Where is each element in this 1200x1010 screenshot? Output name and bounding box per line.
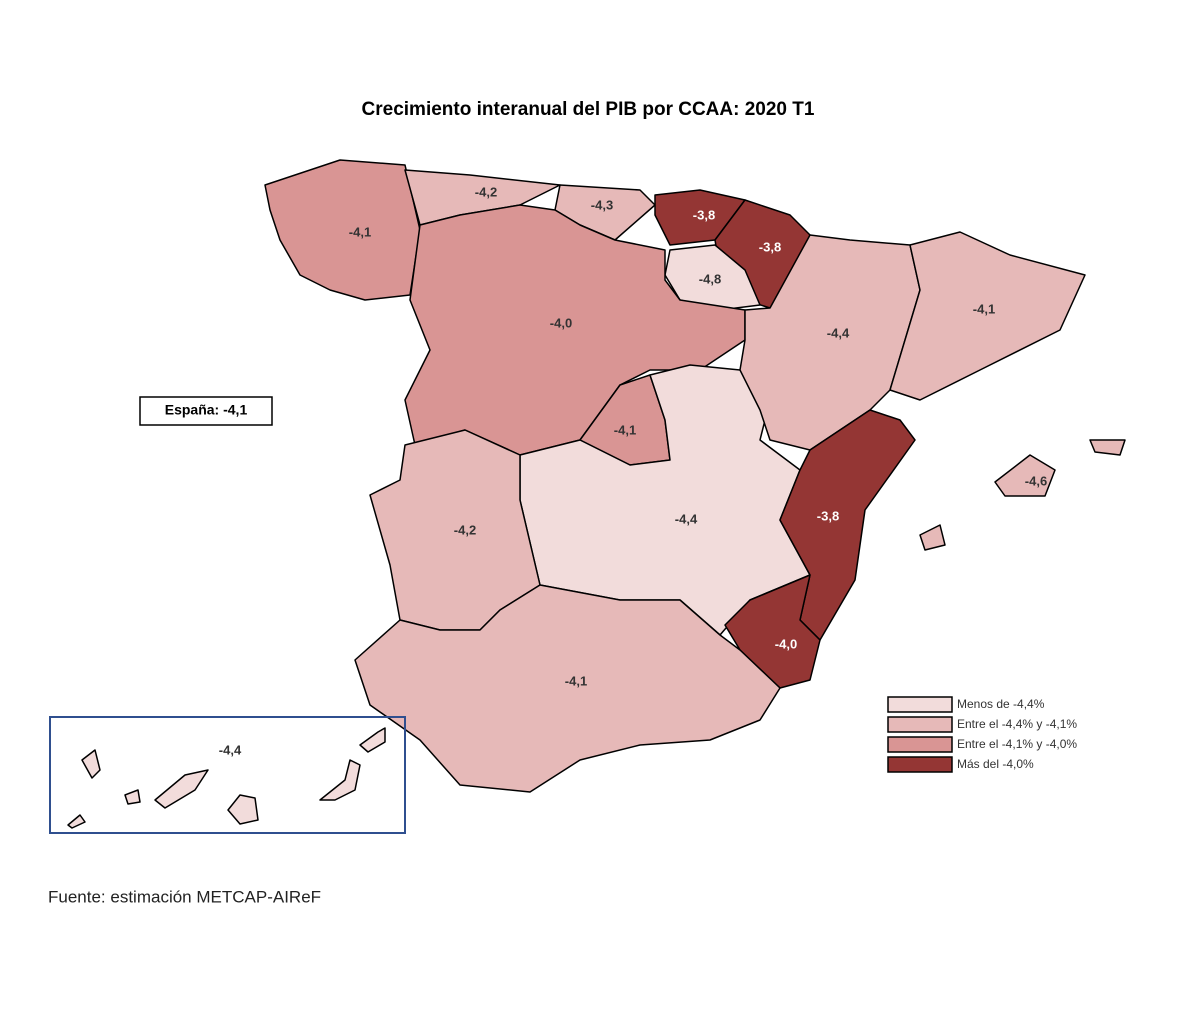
island: [67, 814, 86, 829]
region-label: -4,1: [565, 673, 587, 688]
canarias-box: [49, 716, 406, 834]
region-label: -4,1: [973, 301, 995, 316]
region: [264, 159, 421, 301]
region-label: -4,0: [775, 636, 797, 651]
spain-label: España: -4,1: [165, 402, 248, 418]
island: [124, 789, 141, 805]
spain-box: [139, 396, 273, 426]
legend-swatch: [887, 736, 953, 753]
legend-label: Más del -4,0%: [957, 757, 1034, 771]
legend-label: Entre el -4,4% y -4,1%: [957, 717, 1077, 731]
region-label: -3,8: [759, 239, 781, 254]
region-label: -4,4: [219, 742, 242, 757]
map-title: Crecimiento interanual del PIB por CCAA:…: [362, 99, 815, 120]
island: [919, 524, 946, 551]
region-label: -4,2: [475, 184, 497, 199]
region: [724, 574, 821, 689]
legend-swatch: [887, 696, 953, 713]
legend-swatch: [887, 756, 953, 773]
legend-label: Entre el -4,1% y -4,0%: [957, 737, 1077, 751]
region: [354, 584, 781, 793]
region-label: -3,8: [693, 207, 715, 222]
island: [154, 769, 209, 809]
island: [227, 794, 259, 825]
island: [994, 454, 1056, 497]
region-label: -4,1: [614, 422, 636, 437]
region: [889, 231, 1086, 401]
legend-label: Menos de -4,4%: [957, 697, 1045, 711]
region-label: -4,4: [827, 325, 850, 340]
region-label: -4,3: [591, 197, 613, 212]
island: [1089, 439, 1126, 456]
region-label: -4,0: [550, 315, 572, 330]
region: [67, 727, 386, 829]
region: [779, 409, 916, 641]
legend: Menos de -4,4% Entre el -4,4% y -4,1% Entr…: [887, 696, 1077, 773]
region-label: -4,8: [699, 271, 721, 286]
regions: [49, 159, 1126, 834]
source: Fuente: estimación METCAP-AIReF: [48, 887, 321, 906]
island: [319, 759, 361, 801]
region: [664, 244, 761, 311]
island: [81, 749, 101, 779]
region-labels: -4,1 -4,2 -4,3 -3,8 -3,8 -4,8 -4,0 -4,1 …: [219, 184, 1047, 757]
legend-swatch: [887, 716, 953, 733]
region-label: -4,1: [349, 224, 371, 239]
region: [919, 439, 1126, 551]
island: [359, 727, 386, 753]
region-label: -4,2: [454, 522, 476, 537]
region-label: -4,6: [1025, 473, 1047, 488]
region-label: -4,4: [675, 511, 698, 526]
region-label: -3,8: [817, 508, 839, 523]
region: [739, 234, 921, 451]
